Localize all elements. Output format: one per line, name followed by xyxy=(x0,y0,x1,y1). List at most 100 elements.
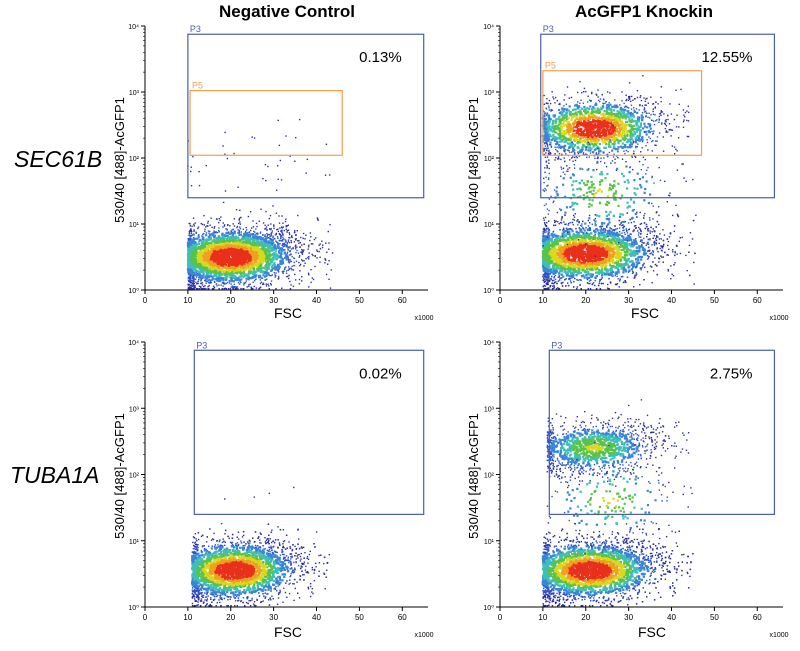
event-dot xyxy=(250,243,253,246)
event-dot xyxy=(588,280,591,282)
event-dot xyxy=(259,249,262,252)
event-dot xyxy=(245,280,247,282)
event-dot xyxy=(187,279,190,281)
event-dot xyxy=(234,235,237,238)
event-dot xyxy=(191,267,195,270)
event-dot xyxy=(207,250,210,253)
event-dot xyxy=(203,243,206,246)
event-dot xyxy=(640,229,642,232)
event-dot xyxy=(204,275,207,278)
event-dot xyxy=(294,273,296,276)
event-dot xyxy=(255,278,257,280)
event-dot xyxy=(235,254,238,257)
event-dot xyxy=(273,224,275,226)
event-dot xyxy=(281,215,283,217)
event-dot xyxy=(288,232,290,234)
event-dot xyxy=(291,248,293,250)
x-axis-label: FSC xyxy=(631,305,659,321)
event-dot xyxy=(229,252,232,255)
event-dot xyxy=(232,223,234,225)
event-dot xyxy=(229,269,232,272)
event-dot xyxy=(241,241,244,244)
event-dot xyxy=(276,228,278,231)
event-dot xyxy=(307,272,310,275)
event-dot xyxy=(249,237,252,241)
event-dot xyxy=(265,251,268,254)
event-dot xyxy=(229,225,231,227)
event-dot xyxy=(212,232,215,235)
event-dot xyxy=(192,279,195,281)
event-dot xyxy=(250,287,253,289)
event-dot xyxy=(233,218,236,220)
event-dot xyxy=(567,239,571,242)
event-dot xyxy=(193,234,195,236)
event-dot xyxy=(562,239,566,242)
event-dot xyxy=(224,244,227,247)
event-dot xyxy=(229,239,232,242)
x-tick-label: 40 xyxy=(667,296,676,305)
event-dot xyxy=(264,234,266,236)
event-dot xyxy=(617,278,619,280)
event-dot xyxy=(210,233,213,236)
event-dot xyxy=(235,287,238,289)
event-dot xyxy=(194,254,198,258)
event-dot xyxy=(213,256,217,260)
event-dot xyxy=(263,255,266,258)
x-axis-label: FSC xyxy=(274,305,302,321)
event-dot xyxy=(283,270,285,272)
event-dot xyxy=(330,269,333,271)
event-dot xyxy=(284,267,286,269)
event-dot xyxy=(295,244,297,246)
event-dot xyxy=(197,287,199,290)
gate-p3[interactable] xyxy=(187,33,425,199)
event-dot xyxy=(291,236,293,239)
event-dot xyxy=(201,281,203,284)
event-dot xyxy=(197,242,201,246)
event-dot xyxy=(280,239,282,242)
event-dot xyxy=(272,248,276,252)
event-dot xyxy=(233,283,236,286)
event-dot xyxy=(262,242,265,245)
event-dot xyxy=(285,253,288,257)
event-dot xyxy=(199,282,202,285)
event-dot xyxy=(263,244,267,247)
event-dot xyxy=(222,287,224,290)
gate-p5[interactable] xyxy=(189,90,343,156)
event-dot xyxy=(272,205,274,207)
event-dot xyxy=(228,232,231,235)
event-dot xyxy=(248,239,251,242)
event-dot xyxy=(281,231,283,234)
event-dot xyxy=(284,239,287,241)
event-dot xyxy=(189,262,192,265)
event-dot xyxy=(302,237,304,240)
event-dot xyxy=(247,273,250,276)
event-dot xyxy=(248,231,250,234)
event-dot xyxy=(230,230,232,232)
event-dot xyxy=(275,212,278,214)
event-dot xyxy=(202,233,204,235)
column-title-acgfp1-knockin: AcGFP1 Knockin xyxy=(575,2,713,21)
event-dot xyxy=(209,224,211,226)
event-dot xyxy=(189,240,192,243)
event-dot xyxy=(188,232,190,235)
event-dot xyxy=(200,248,203,252)
event-dot xyxy=(318,244,320,246)
event-dot xyxy=(280,250,283,253)
event-dot xyxy=(287,258,290,260)
event-dot xyxy=(255,274,258,277)
event-dot xyxy=(194,284,196,287)
event-dot xyxy=(572,224,574,226)
event-dot xyxy=(288,236,290,239)
event-dot xyxy=(258,269,261,272)
event-dot xyxy=(291,265,293,268)
event-dot xyxy=(245,232,249,235)
event-dot xyxy=(220,249,223,253)
event-dot xyxy=(253,137,256,139)
event-dot xyxy=(221,234,224,237)
event-dot xyxy=(267,272,270,275)
event-dot xyxy=(225,237,228,241)
event-dot xyxy=(214,281,216,283)
event-dot xyxy=(328,174,331,176)
event-dot xyxy=(205,282,207,284)
event-dot xyxy=(233,225,236,227)
